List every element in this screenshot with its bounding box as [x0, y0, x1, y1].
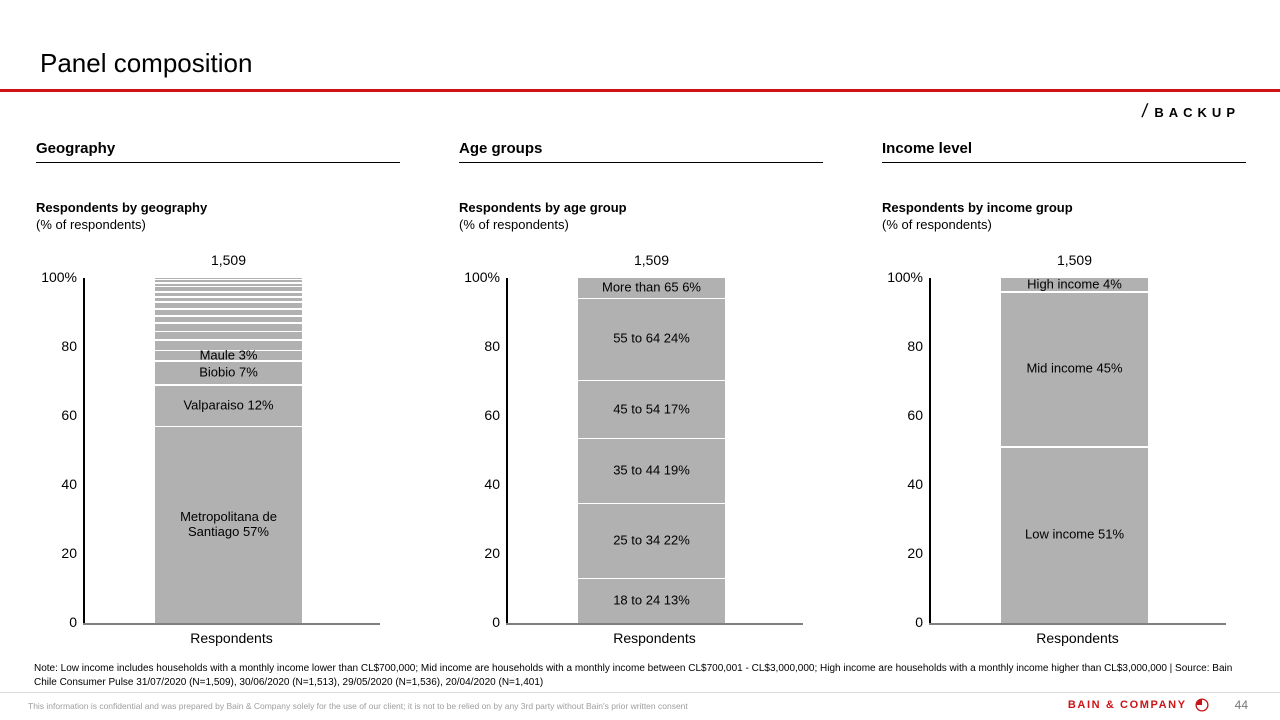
y-axis-line — [506, 278, 508, 623]
segment-separator — [155, 425, 302, 428]
segment-separator — [155, 291, 302, 293]
bar-segment-label: 25 to 34 22% — [613, 532, 690, 548]
title-divider — [0, 89, 1280, 92]
y-axis-tick-label: 100% — [887, 269, 923, 285]
income-level-chart: 1,509 Respondents 100% 80 60 40 20 0 Low incom… — [882, 252, 1246, 664]
segment-separator — [155, 339, 302, 341]
y-axis-tick-label: 60 — [907, 407, 923, 423]
footer-divider — [0, 692, 1280, 693]
y-axis-tick-label: 20 — [484, 545, 500, 561]
segment-separator — [578, 502, 725, 505]
segment-separator — [578, 577, 725, 580]
x-axis-label: Respondents — [190, 630, 273, 646]
stacked-bar — [155, 278, 302, 623]
segment-separator — [155, 384, 302, 386]
y-axis-line — [83, 278, 85, 623]
y-axis-tick-label: 20 — [907, 545, 923, 561]
bar-segment-label: Valparaiso 12% — [183, 397, 274, 413]
x-axis-line — [83, 623, 380, 625]
bar-segment-label: 35 to 44 19% — [613, 462, 690, 478]
bar-segment-label: Biobio 7% — [199, 364, 258, 380]
chart-subtitle: (% of respondents) — [36, 217, 146, 232]
y-axis-tick-label: 80 — [61, 338, 77, 354]
bar-segment-label: 45 to 54 17% — [613, 401, 690, 417]
bar-segment-label: 55 to 64 24% — [613, 331, 690, 347]
bain-compass-icon — [1195, 698, 1209, 712]
section-header-age-groups: Age groups — [459, 140, 823, 163]
segment-separator — [155, 285, 302, 288]
bar-segment-label: More than 65 6% — [601, 279, 701, 295]
bar-segment-label: Mid income 45% — [1026, 360, 1123, 376]
segment-separator — [578, 379, 725, 382]
bar-segment-label: Metropolitana de Santiago 57% — [180, 508, 277, 539]
chart-subtitle: (% of respondents) — [882, 217, 992, 232]
y-axis-tick-label: 40 — [907, 476, 923, 492]
section-header-income-level: Income level — [882, 140, 1246, 163]
x-axis-label: Respondents — [1036, 630, 1119, 646]
segment-separator — [1001, 291, 1148, 293]
backup-slash-icon: / — [1140, 101, 1149, 122]
bar-segment-label: High income 4% — [1027, 276, 1122, 292]
segment-separator — [155, 282, 302, 284]
segment-separator — [155, 360, 302, 362]
y-axis-line — [929, 278, 931, 623]
bar-total-label: 1,509 — [1056, 252, 1093, 268]
stacked-bar — [1001, 278, 1148, 623]
segment-separator — [155, 301, 302, 303]
segment-separator — [155, 278, 302, 281]
segment-separator — [1001, 446, 1148, 448]
brand-block: BAIN & COMPANY 44 — [1068, 698, 1248, 712]
y-axis-tick-label: 60 — [61, 407, 77, 423]
y-axis-tick-label: 20 — [61, 545, 77, 561]
chart-title: Respondents by age group — [459, 200, 627, 215]
segment-separator — [155, 330, 302, 333]
confidentiality-disclaimer: This information is confidential and was… — [28, 701, 688, 711]
segment-separator — [155, 308, 302, 310]
footnote: Note: Low income includes households wit… — [34, 663, 1233, 688]
y-axis-tick-label: 80 — [907, 338, 923, 354]
segment-separator — [155, 296, 302, 298]
bain-company-logo-text: BAIN & COMPANY — [1067, 699, 1187, 711]
segment-separator — [578, 297, 725, 300]
age-groups-chart: 1,509 Respondents 100% 80 60 40 20 0 18 to 24 … — [459, 252, 823, 664]
y-axis-tick-label: 0 — [492, 614, 500, 630]
y-axis-tick-label: 80 — [484, 338, 500, 354]
page-number: 44 — [1234, 698, 1248, 712]
y-axis-tick-label: 60 — [484, 407, 500, 423]
bar-total-label: 1,509 — [210, 252, 247, 268]
backup-label: BACKUP — [1154, 104, 1240, 120]
section-header-geography: Geography — [36, 140, 400, 163]
geography-chart: 1,509 Respondents 100% 80 60 40 20 0 Metropoli… — [36, 252, 400, 664]
chart-title: Respondents by geography — [36, 200, 208, 215]
x-axis-label: Respondents — [613, 630, 696, 646]
y-axis-tick-label: 40 — [484, 476, 500, 492]
y-axis-tick-label: 100% — [41, 269, 77, 285]
chart-title: Respondents by income group — [882, 200, 1073, 215]
stacked-bar — [578, 278, 725, 623]
bar-segment-label: Low income 51% — [1025, 526, 1124, 542]
bar-total-label: 1,509 — [633, 252, 670, 268]
y-axis-tick-label: 0 — [915, 614, 923, 630]
segment-separator — [578, 437, 725, 440]
income-level-column: Income level Respondents by income group… — [882, 140, 1246, 670]
page-title: Panel composition — [40, 48, 253, 78]
segment-separator — [155, 315, 302, 317]
bar-segment-label: Maule 3% — [199, 347, 258, 363]
y-axis-tick-label: 100% — [464, 269, 500, 285]
segment-separator — [155, 322, 302, 324]
x-axis-line — [929, 623, 1226, 625]
geography-column: Geography Respondents by geography (% of… — [36, 140, 400, 670]
segment-separator — [155, 349, 302, 352]
bar-segment-label: 18 to 24 13% — [613, 592, 690, 608]
age-groups-column: Age groups Respondents by age group (% o… — [459, 140, 823, 670]
x-axis-line — [506, 623, 803, 625]
backup-tag: / BACKUP — [1140, 100, 1240, 124]
chart-subtitle: (% of respondents) — [459, 217, 569, 232]
y-axis-tick-label: 0 — [69, 614, 77, 630]
y-axis-tick-label: 40 — [61, 476, 77, 492]
